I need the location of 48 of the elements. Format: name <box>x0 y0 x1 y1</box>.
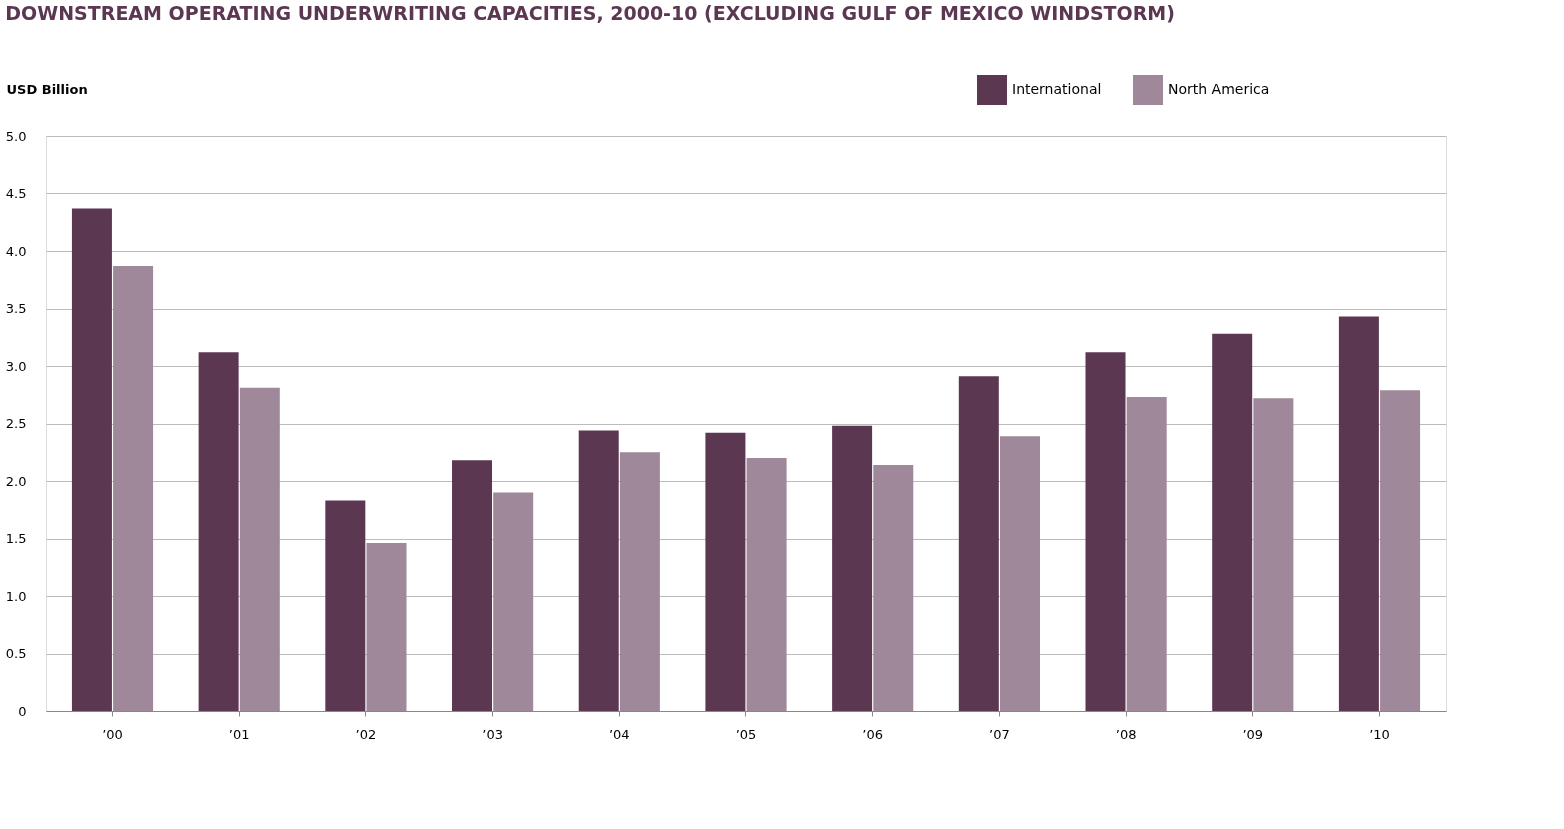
chart-title: DOWNSTREAM OPERATING UNDERWRITING CAPACITIES, 2000-10 (EXCLUDING GULF OF MEXICO WINDSTORM) <box>5 2 1175 24</box>
bar <box>578 430 619 711</box>
x-tick-label: ’04 <box>608 726 630 742</box>
y-tick-label: 2.5 <box>5 416 27 431</box>
bar <box>198 352 239 711</box>
y-tick-label: 4.0 <box>5 243 27 259</box>
bar <box>1338 316 1379 711</box>
bar <box>999 436 1040 711</box>
bar <box>71 208 112 711</box>
bar <box>1085 352 1126 711</box>
bar <box>452 460 493 711</box>
x-tick-label: ’06 <box>862 726 884 742</box>
bar <box>1253 398 1294 711</box>
bar <box>325 500 366 711</box>
bar <box>1126 397 1167 711</box>
y-tick-label: 2.0 <box>5 473 27 489</box>
x-tick-label: ’00 <box>102 726 123 742</box>
y-tick-label: 1.5 <box>5 531 27 546</box>
x-tick-label: ’07 <box>989 726 1010 742</box>
y-axis-title: USD Billion <box>6 81 88 97</box>
bar <box>366 543 407 711</box>
y-tick-label: 0 <box>18 703 27 719</box>
y-tick-label: 1.0 <box>5 588 27 604</box>
y-tick-label: 4.5 <box>5 186 27 201</box>
legend-label: North America <box>1168 81 1270 97</box>
bar <box>832 425 873 711</box>
x-tick-label: ’09 <box>1242 726 1264 742</box>
y-tick-label: 5.0 <box>5 128 27 144</box>
y-tick-label: 3.5 <box>5 301 27 316</box>
bar <box>873 464 914 711</box>
bar <box>619 452 660 711</box>
bar <box>1380 390 1421 711</box>
x-tick-label: ’08 <box>1115 726 1137 742</box>
x-tick-label: ’02 <box>355 726 377 742</box>
bar <box>493 492 534 711</box>
bar <box>239 387 280 711</box>
x-tick-label: ’05 <box>735 726 757 742</box>
bar <box>958 376 999 711</box>
y-tick-label: 0.5 <box>5 646 27 661</box>
y-tick-label: 3.0 <box>5 358 27 374</box>
x-tick-label: ’03 <box>482 726 503 742</box>
bar <box>1212 333 1253 711</box>
bar <box>113 265 154 711</box>
bar <box>705 432 746 711</box>
x-tick-label: ’10 <box>1369 726 1390 742</box>
x-tick-label: ’01 <box>228 726 250 742</box>
legend-label: International <box>1012 81 1102 97</box>
bar <box>746 458 787 711</box>
